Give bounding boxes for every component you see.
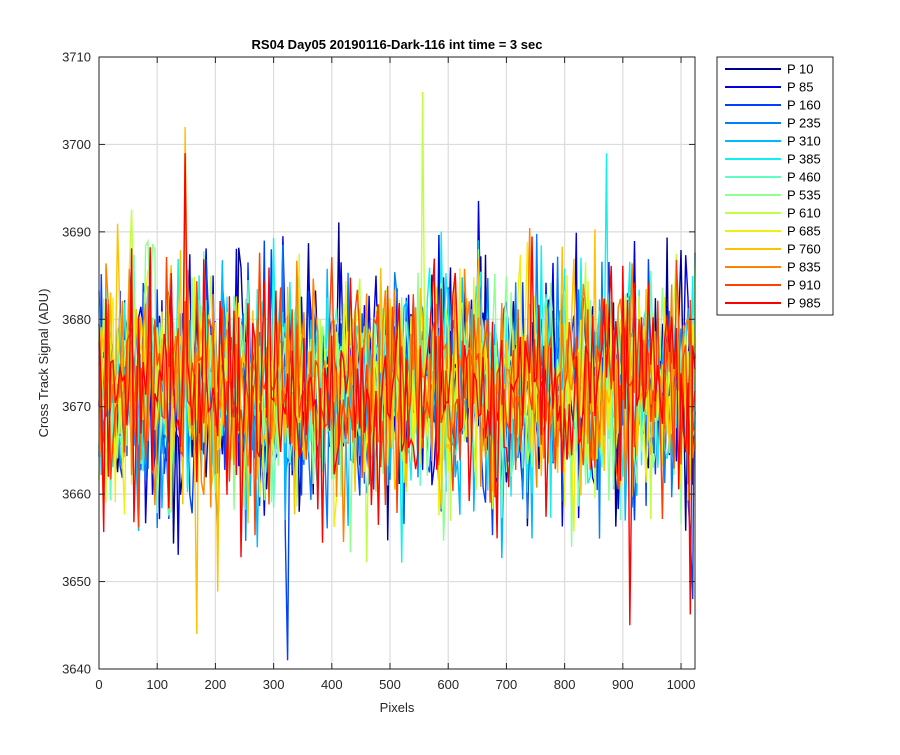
x-axis-label: Pixels: [380, 700, 415, 715]
legend-entry-label: P 835: [787, 260, 821, 275]
x-tick-label: 900: [612, 677, 634, 692]
y-tick-label: 3650: [62, 574, 91, 589]
y-tick-label: 3660: [62, 487, 91, 502]
y-axis-label: Cross Track Signal (ADU): [36, 289, 51, 438]
x-tick-label: 1000: [667, 677, 696, 692]
legend-entry-label: P 310: [787, 134, 821, 149]
x-tick-label: 400: [321, 677, 343, 692]
legend-entry-label: P 85: [787, 80, 814, 95]
series-lines: [98, 91, 696, 661]
legend-entry-label: P 535: [787, 188, 821, 203]
x-tick-label: 600: [437, 677, 459, 692]
y-tick-label: 3640: [62, 662, 91, 677]
plot-frame: [98, 56, 696, 670]
legend-entry-label: P 910: [787, 278, 821, 293]
series-line-p-985: [98, 153, 696, 626]
legend-entry-label: P 460: [787, 170, 821, 185]
x-tick-label: 800: [554, 677, 576, 692]
y-tick-label: 3670: [62, 399, 91, 414]
axis-ticks: 0 100 200 300 400 500 600 700 800 900 1000 3640 3650…: [62, 50, 695, 693]
legend-entry-label: P 10: [787, 62, 814, 77]
x-tick-label: 700: [496, 677, 518, 692]
y-tick-label: 3690: [62, 224, 91, 239]
x-tick-label: 100: [146, 677, 168, 692]
x-tick-label: 500: [379, 677, 401, 692]
legend-entry-label: P 760: [787, 242, 821, 257]
y-tick-label: 3710: [62, 50, 91, 65]
legend-entry-label: P 385: [787, 152, 821, 167]
legend-box: [716, 56, 834, 316]
chart-title: RS04 Day05 20190116-Dark-116 int time = …: [252, 37, 543, 52]
x-tick-label: 0: [95, 677, 102, 692]
legend-entry-label: P 610: [787, 206, 821, 221]
legend-entry-label: P 685: [787, 224, 821, 239]
x-tick-label: 200: [205, 677, 227, 692]
legend-entry-label: P 985: [787, 296, 821, 311]
series-line-p-910: [98, 252, 696, 536]
legend-entry-label: P 235: [787, 116, 821, 131]
legend[interactable]: P 10 P 85 P 160 P 235 P 310 P 385 P 460 P 535 P …: [716, 56, 834, 316]
legend-entry-label: P 160: [787, 98, 821, 113]
x-tick-label: 300: [263, 677, 285, 692]
y-tick-label: 3680: [62, 312, 91, 327]
y-tick-label: 3700: [62, 137, 91, 152]
